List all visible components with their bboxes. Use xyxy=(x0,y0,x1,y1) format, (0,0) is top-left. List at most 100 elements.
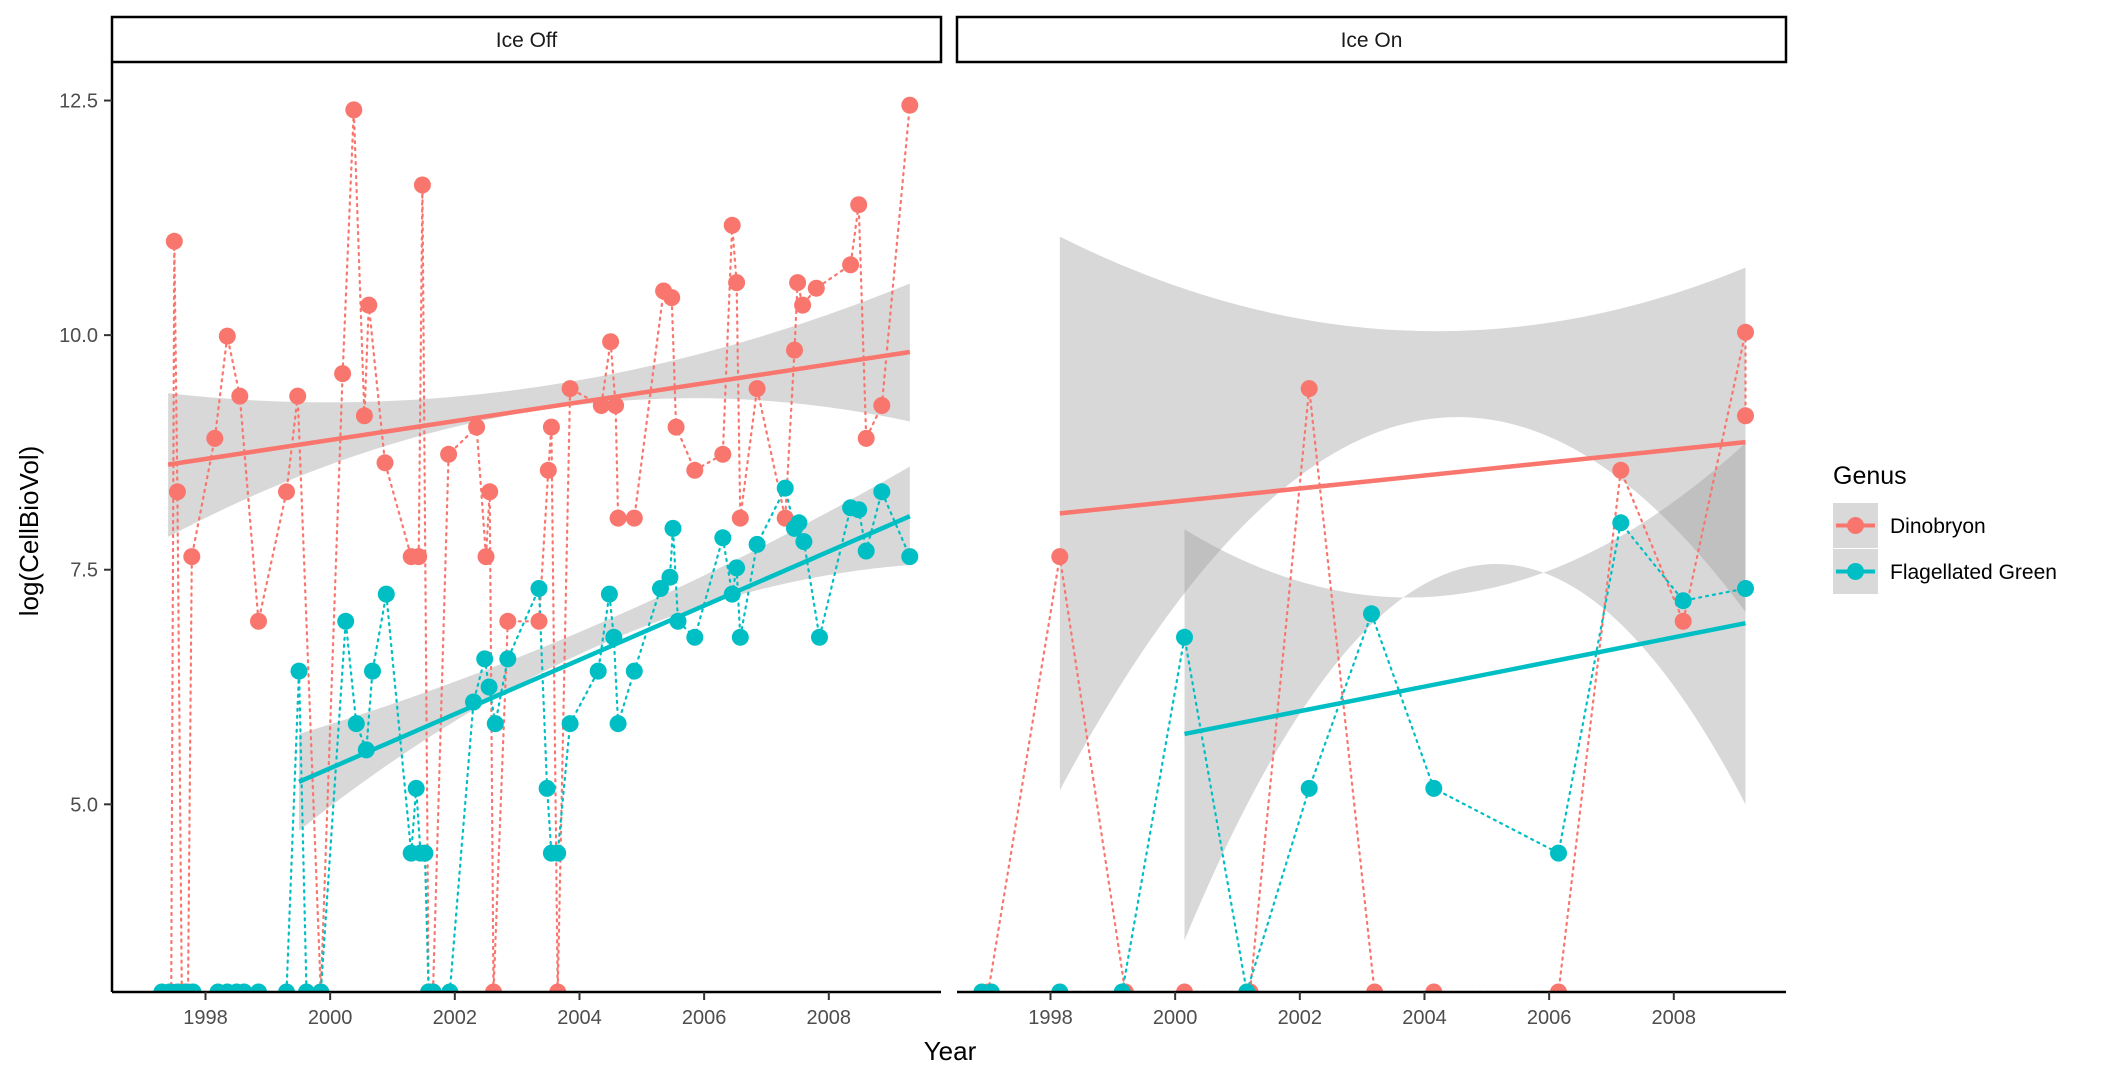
data-point xyxy=(410,548,428,566)
data-point xyxy=(538,779,556,797)
x-tick-label: 2000 xyxy=(308,1007,353,1029)
data-point xyxy=(183,548,201,566)
data-point xyxy=(312,983,330,992)
data-point xyxy=(602,333,620,351)
data-point xyxy=(731,628,749,646)
legend-item: Flagellated Green xyxy=(1833,549,2057,594)
data-point xyxy=(901,96,919,114)
data-point xyxy=(1300,779,1318,797)
fit-line xyxy=(1059,439,1746,516)
data-point xyxy=(480,678,498,696)
x-tick-label: 1998 xyxy=(1028,1007,1073,1029)
data-point xyxy=(1238,983,1256,992)
confidence-ribbon xyxy=(298,466,910,831)
y-tick-label: 5.0 xyxy=(70,794,98,816)
series-line xyxy=(170,104,911,992)
data-point xyxy=(278,983,295,992)
data-point xyxy=(165,232,183,250)
data-point xyxy=(1674,592,1692,610)
x-tick-label: 2006 xyxy=(682,1007,727,1029)
data-point xyxy=(289,387,307,405)
data-point xyxy=(589,662,607,680)
data-point xyxy=(795,533,813,551)
legend-title: Genus xyxy=(1833,462,1907,490)
data-point xyxy=(499,650,517,668)
legend: Genus Dinobryon Flagellated Green xyxy=(1833,462,2057,594)
data-point xyxy=(1737,323,1754,341)
data-point xyxy=(652,580,669,597)
fit-line xyxy=(1184,621,1746,737)
x-axis-title: Year xyxy=(924,1036,977,1066)
data-point xyxy=(790,514,808,532)
data-point xyxy=(1737,407,1754,425)
legend-label: Flagellated Green xyxy=(1890,561,2057,584)
data-point xyxy=(1113,983,1131,992)
data-point xyxy=(686,461,704,479)
data-point xyxy=(499,612,517,630)
data-point xyxy=(1176,983,1193,992)
data-point xyxy=(807,279,825,297)
data-point xyxy=(600,585,618,603)
data-point xyxy=(1366,983,1384,992)
data-point xyxy=(609,509,627,527)
plot-area-ice-off xyxy=(153,96,919,992)
x-tick-label: 1998 xyxy=(183,1007,228,1029)
data-point xyxy=(337,612,355,630)
panel-ice-off: Ice Off xyxy=(110,15,943,992)
data-point xyxy=(748,535,766,553)
data-point xyxy=(1363,605,1380,623)
x-tick-label: 2004 xyxy=(1402,1007,1447,1029)
data-point xyxy=(786,341,803,359)
data-point xyxy=(376,454,394,472)
data-point xyxy=(206,429,224,447)
data-point xyxy=(250,612,267,630)
y-tick-label: 7.5 xyxy=(70,560,98,582)
data-point xyxy=(530,580,548,597)
data-point xyxy=(530,612,548,630)
data-point xyxy=(168,483,186,501)
data-point xyxy=(468,418,486,436)
data-point xyxy=(714,445,732,463)
data-point xyxy=(1051,983,1069,992)
data-point xyxy=(1737,580,1754,597)
data-point xyxy=(416,844,434,862)
facet-panels: Ice Off Ice On xyxy=(110,15,1788,992)
data-point xyxy=(424,983,442,992)
data-point xyxy=(278,483,295,501)
data-point xyxy=(686,628,704,646)
data-point xyxy=(794,296,812,314)
data-point xyxy=(347,715,365,733)
data-point xyxy=(441,983,459,992)
panel-ice-on: Ice On xyxy=(955,15,1788,992)
data-point xyxy=(1612,461,1630,479)
y-tick-label: 10.0 xyxy=(59,325,98,347)
fit-line xyxy=(167,349,911,467)
data-point xyxy=(539,461,557,479)
data-point xyxy=(360,296,378,314)
data-point xyxy=(667,418,685,436)
data-point xyxy=(982,983,1000,992)
x-tick-label: 2006 xyxy=(1527,1007,1572,1029)
data-point xyxy=(476,650,494,668)
data-point xyxy=(731,509,749,527)
data-point xyxy=(1051,548,1069,566)
data-point xyxy=(663,289,681,307)
data-point xyxy=(609,715,627,733)
data-point xyxy=(364,662,381,680)
data-point xyxy=(857,542,875,560)
data-point xyxy=(625,662,643,680)
data-point xyxy=(811,628,828,646)
data-point xyxy=(561,380,579,398)
legend-key-point xyxy=(1847,563,1864,580)
data-point xyxy=(728,274,746,292)
confidence-ribbon xyxy=(1059,236,1746,791)
y-axis-title: log(CellBioVol) xyxy=(14,446,44,617)
facet-strip-ice-off xyxy=(110,15,943,64)
axes: 1998 2000 2002 2004 2006 2008 1998 2000 2002 2004… xyxy=(59,63,1786,1029)
x-tick-label: 2008 xyxy=(1652,1007,1697,1029)
x-tick-label: 2004 xyxy=(557,1007,602,1029)
data-point xyxy=(549,844,567,862)
data-point xyxy=(235,983,253,992)
